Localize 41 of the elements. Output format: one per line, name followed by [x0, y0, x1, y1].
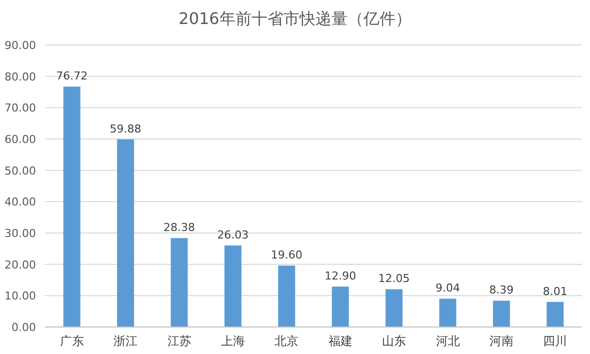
- x-tick-label: 北京: [274, 334, 299, 348]
- y-tick-label: 30.00: [4, 227, 36, 240]
- bar: [170, 238, 188, 327]
- x-tick-label: 上海: [220, 334, 245, 348]
- data-label: 8.39: [489, 284, 514, 297]
- x-tick-label: 浙江: [114, 334, 138, 348]
- data-label: 28.38: [164, 221, 195, 234]
- data-label: 59.88: [110, 122, 142, 136]
- data-label: 19.60: [270, 248, 302, 262]
- x-tick-label: 河南: [489, 334, 514, 348]
- data-label: 8.01: [542, 284, 568, 298]
- x-tick-label: 四川: [543, 334, 568, 348]
- x-tick-label: 江苏: [167, 334, 192, 348]
- bar: [278, 266, 296, 327]
- x-tick-label: 河北: [436, 334, 460, 348]
- y-tick-label: 0.00: [12, 321, 36, 334]
- x-tick-label: 广东: [60, 334, 84, 348]
- data-label: 9.04: [436, 282, 460, 295]
- data-label: 12.05: [378, 272, 410, 286]
- data-label: 76.72: [56, 70, 88, 83]
- bar: [439, 298, 456, 327]
- y-tick-label: 90.00: [4, 39, 36, 52]
- y-tick-label: 20.00: [4, 258, 36, 272]
- y-tick-label: 70.00: [4, 102, 36, 115]
- y-tick-label: 40.00: [4, 196, 36, 209]
- chart-title: 2016年前十省市快递量（亿件）: [178, 9, 412, 28]
- bar: [63, 86, 80, 327]
- bar: [492, 300, 510, 327]
- bar: [224, 245, 242, 327]
- x-tick-label: 福建: [328, 334, 352, 348]
- y-tick-label: 80.00: [4, 70, 36, 84]
- x-tick-label: 山东: [382, 334, 406, 348]
- bar: [386, 289, 403, 327]
- data-label: 12.90: [324, 270, 356, 283]
- data-label: 26.03: [217, 228, 249, 242]
- y-tick-label: 60.00: [4, 133, 36, 146]
- bar: [332, 286, 349, 327]
- y-tick-label: 50.00: [4, 164, 36, 178]
- y-tick-label: 10.00: [4, 290, 36, 303]
- bar: [546, 302, 564, 327]
- bar: [117, 139, 134, 327]
